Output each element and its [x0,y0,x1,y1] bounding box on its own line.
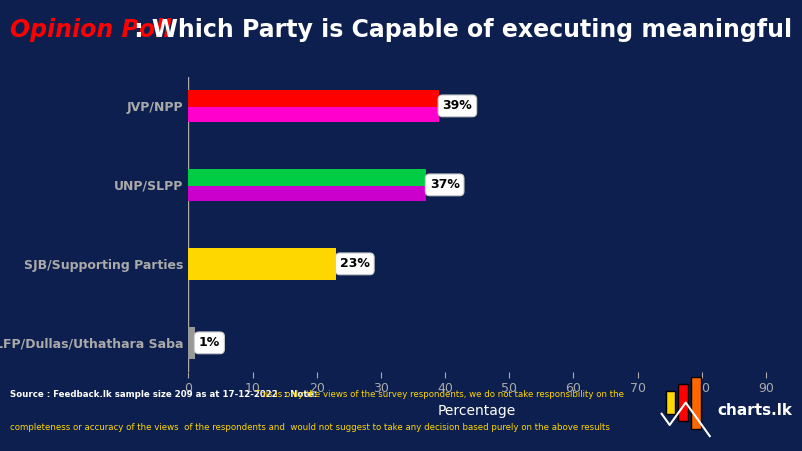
Text: Opinion Poll: Opinion Poll [10,18,171,42]
Bar [188,327,195,359]
Text: 37%: 37% [430,179,460,191]
Text: 1%: 1% [199,336,220,350]
FancyBboxPatch shape [666,391,675,414]
Text: : Which Party is Capable of executing meaningful Reforms: : Which Party is Capable of executing me… [126,18,802,42]
Bar [188,186,426,201]
Text: 39%: 39% [443,99,472,112]
X-axis label: Percentage: Percentage [438,404,516,418]
Bar [188,90,439,107]
Bar [188,169,426,186]
Text: charts.lk: charts.lk [718,403,793,418]
Bar [188,107,439,122]
Text: This is only the views of the survey respondents, we do not take responsibility : This is only the views of the survey res… [255,390,624,399]
Text: completeness or accuracy of the views  of the respondents and  would not suggest: completeness or accuracy of the views of… [10,423,610,432]
Text: 23%: 23% [340,258,370,270]
FancyBboxPatch shape [691,377,701,428]
Text: Source : Feedback.lk sample size 209 as at 17-12-2022  : Note:: Source : Feedback.lk sample size 209 as … [10,390,320,399]
Bar [188,248,336,280]
FancyBboxPatch shape [678,384,688,421]
